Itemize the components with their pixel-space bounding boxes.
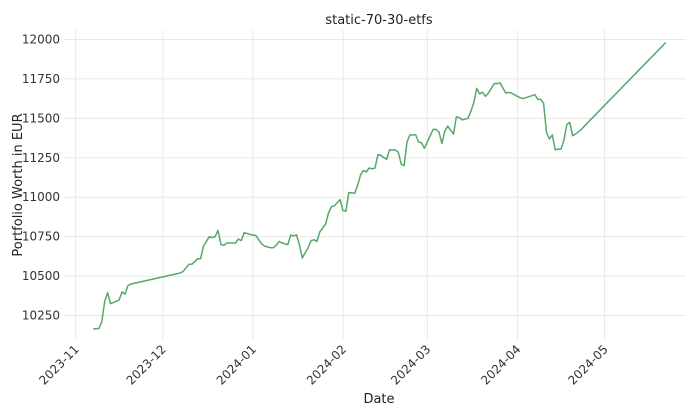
y-tick-label: 10250 [22, 309, 60, 323]
x-axis-title: Date [363, 392, 394, 407]
x-tick-labels: 2023-11 2023-12 2024-01 2024-02 2024-03 2024-… [36, 342, 610, 387]
x-tick-label: 2023-12 [124, 342, 169, 387]
y-tick-label: 12000 [22, 32, 60, 46]
x-tick-label: 2024-02 [304, 342, 349, 387]
series-line [93, 42, 667, 330]
chart-title: static-70-30-etfs [325, 13, 433, 28]
y-tick-label: 10500 [22, 269, 60, 283]
y-tick-label: 11750 [22, 72, 60, 86]
y-tick-label: 11250 [22, 151, 60, 165]
y-tick-label: 11000 [22, 190, 60, 204]
x-tick-label: 2024-03 [388, 342, 433, 387]
y-tick-labels: 10250 10500 10750 11000 11250 11500 11750 12000 [22, 32, 60, 322]
grid-lines [64, 30, 686, 340]
series-layer [93, 42, 667, 330]
x-tick-label: 2024-01 [214, 342, 259, 387]
y-tick-label: 10750 [22, 230, 60, 244]
x-tick-label: 2024-04 [478, 342, 523, 387]
x-tick-label: 2023-11 [36, 342, 81, 387]
y-tick-label: 11500 [22, 111, 60, 125]
x-tick-label: 2024-05 [565, 342, 610, 387]
y-axis-title: Portfolio Worth in EUR [11, 113, 26, 256]
